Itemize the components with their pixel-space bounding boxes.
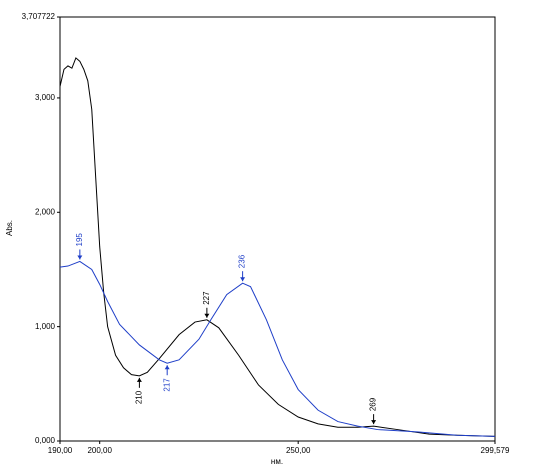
annotation-arrowhead xyxy=(136,377,142,382)
annotation-label: 210 xyxy=(135,390,144,404)
y-axis-label: Abs. xyxy=(5,220,14,236)
y-tick-label: 0,000 xyxy=(35,436,56,445)
annotation-arrowhead xyxy=(240,277,246,282)
annotation-arrowhead xyxy=(371,420,377,425)
x-tick-label: 190,00 xyxy=(48,446,73,455)
annotation-arrowhead xyxy=(204,313,210,318)
x-tick-label: 200,00 xyxy=(87,446,112,455)
annotation-label: 269 xyxy=(369,397,378,411)
annotation-arrowhead xyxy=(164,365,170,370)
annotation-label: 236 xyxy=(238,254,247,268)
y-tick-label: 3,000 xyxy=(35,93,56,102)
y-tick-label: 2,000 xyxy=(35,207,56,216)
spectrum-line xyxy=(59,260,496,437)
annotation-arrowhead xyxy=(77,255,83,260)
x-tick-label: 299,579 xyxy=(481,446,510,455)
y-tick-label: 3,707722 xyxy=(22,12,56,21)
annotation-label: 217 xyxy=(162,378,171,392)
y-tick-label: 1,000 xyxy=(35,322,56,331)
plot-frame xyxy=(59,16,496,442)
annotation-label: 227 xyxy=(202,291,211,305)
x-axis-label: нм. xyxy=(271,457,283,466)
annotation-label: 195 xyxy=(75,233,84,247)
spectrum-line xyxy=(59,57,496,437)
x-tick-label: 250,00 xyxy=(286,446,311,455)
